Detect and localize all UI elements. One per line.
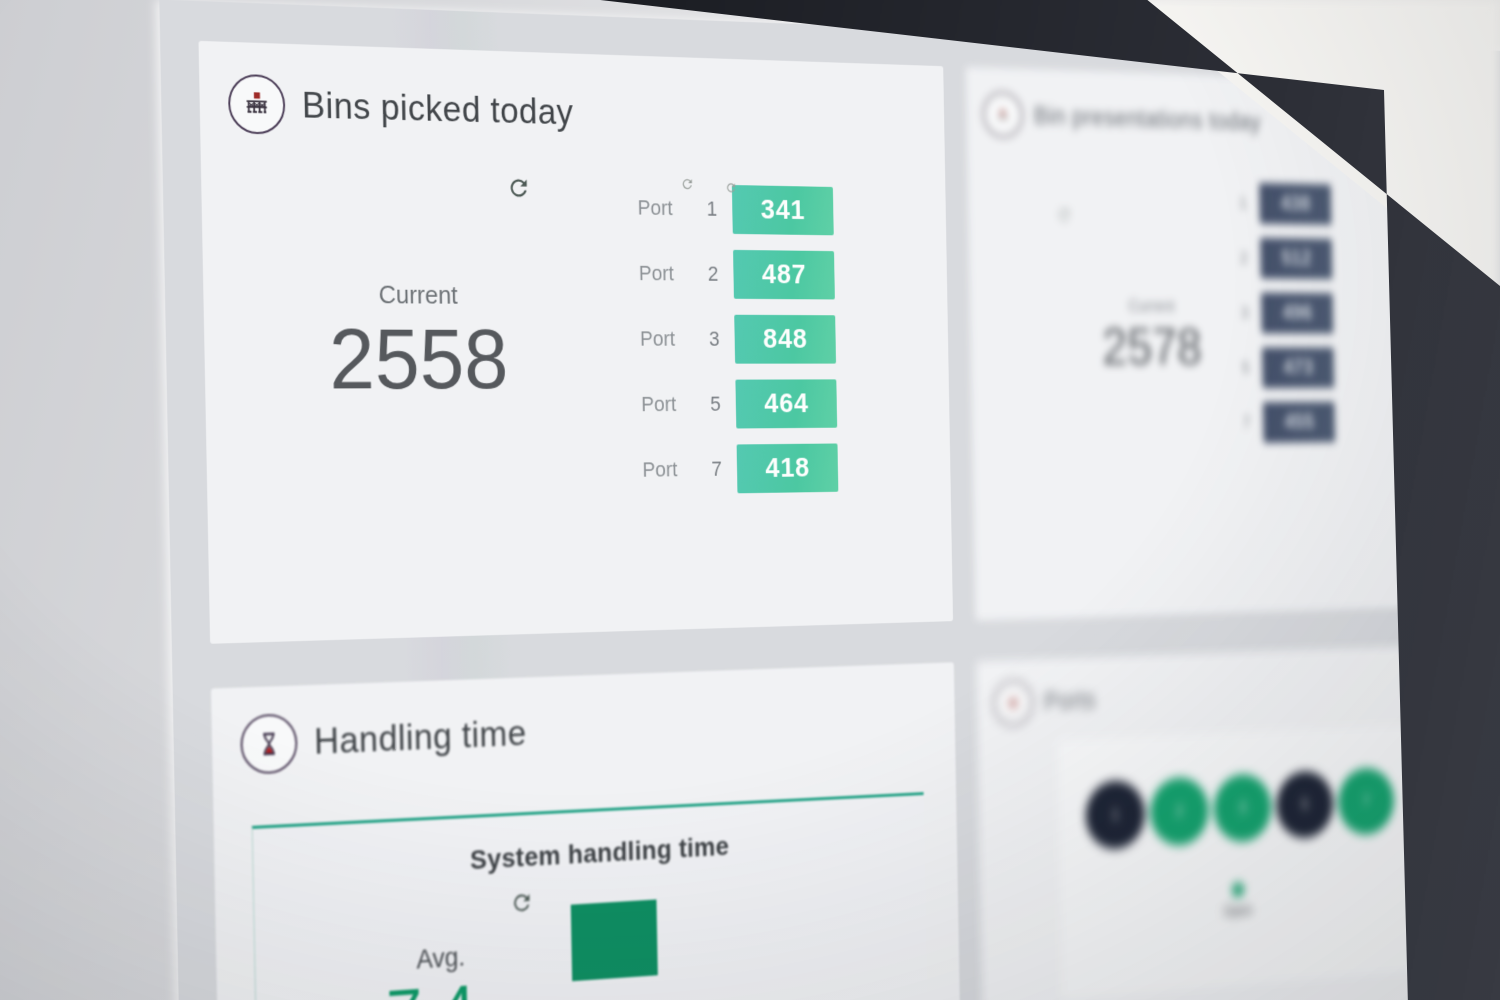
port-status-circles: 1 2 3 5 7 bbox=[1085, 766, 1395, 851]
refresh-icon[interactable] bbox=[1056, 206, 1072, 224]
card-handling-time: Handling time System handling time Avg. … bbox=[210, 662, 966, 1000]
port-value-badge: 473 bbox=[1261, 347, 1335, 389]
port-status-circle[interactable]: 2 bbox=[1149, 776, 1210, 848]
port-number: 7 bbox=[711, 456, 723, 481]
ports-table: Port 1 341 Port 2 487 Port bbox=[637, 178, 839, 511]
current-value: 2578 bbox=[1101, 317, 1203, 377]
port-number: 5 bbox=[709, 391, 721, 416]
port-column-label: Port bbox=[642, 457, 678, 482]
legend-open-dot bbox=[1231, 882, 1244, 898]
port-value-badge: 455 bbox=[1262, 401, 1336, 443]
hourglass-icon bbox=[240, 713, 298, 775]
ports-icon bbox=[992, 679, 1034, 727]
table-row: 5 473 bbox=[1229, 347, 1335, 389]
port-number: 1 bbox=[1238, 193, 1247, 212]
ports-table: 1 438 2 512 3 496 5 473 7 455 bbox=[1226, 182, 1336, 457]
port-value-badge: 438 bbox=[1259, 183, 1332, 225]
refresh-icon[interactable] bbox=[506, 175, 531, 201]
dashboard-screen: Bins picked today Current 2558 Port 1 34… bbox=[159, 0, 1500, 1000]
port-status-circle[interactable]: 5 bbox=[1275, 769, 1334, 840]
legend: Open bbox=[1223, 882, 1253, 921]
legend-open-label: Open bbox=[1223, 903, 1254, 921]
card-bins-picked-today: Bins picked today Current 2558 Port 1 34… bbox=[198, 40, 954, 644]
table-row: Port 2 487 bbox=[638, 249, 835, 300]
handling-time-bar bbox=[570, 899, 658, 982]
current-label: Current bbox=[378, 279, 459, 310]
port-status-circle[interactable]: 7 bbox=[1337, 766, 1395, 837]
table-row: 7 455 bbox=[1230, 401, 1336, 443]
card-title: Handling time bbox=[313, 713, 527, 762]
port-column-label: Port bbox=[637, 195, 673, 220]
port-number: 5 bbox=[1241, 358, 1250, 377]
port-value-badge: 487 bbox=[733, 249, 835, 300]
port-number: 7 bbox=[1242, 413, 1251, 432]
port-number: 2 bbox=[1239, 248, 1248, 267]
port-status-circle[interactable]: 1 bbox=[1085, 779, 1146, 851]
port-value-badge: 464 bbox=[735, 379, 838, 429]
table-row: Port 7 418 bbox=[642, 443, 839, 494]
port-status-circle[interactable]: 3 bbox=[1213, 772, 1272, 844]
port-value-badge: 341 bbox=[731, 184, 834, 236]
port-number: 3 bbox=[1240, 303, 1249, 322]
port-column-label: Port bbox=[641, 392, 677, 416]
table-row: 2 512 bbox=[1227, 237, 1333, 280]
port-value-badge: 418 bbox=[736, 443, 839, 494]
table-row: 1 438 bbox=[1226, 182, 1332, 225]
ports-status-panel: 1 2 3 5 7 Open bbox=[1057, 723, 1425, 998]
chart-title: System handling time bbox=[469, 831, 730, 875]
table-row: Port 1 341 bbox=[637, 178, 834, 236]
port-number: 3 bbox=[708, 326, 720, 351]
system-handling-time-panel: System handling time Avg. 7.4s bbox=[251, 792, 934, 1000]
table-row: Port 5 464 bbox=[641, 379, 838, 429]
table-row: Port 3 848 bbox=[639, 314, 837, 364]
card-title: Ports bbox=[1043, 685, 1097, 715]
port-number: 1 bbox=[706, 196, 718, 221]
port-column-label: Port bbox=[638, 261, 675, 286]
bin-presentations-icon bbox=[982, 91, 1024, 139]
card-title: Bin presentations today bbox=[1033, 101, 1262, 135]
port-value-badge: 496 bbox=[1261, 292, 1334, 334]
card-ports: Ports 1 2 3 5 7 Open bbox=[976, 644, 1458, 1000]
current-value: 2558 bbox=[328, 309, 509, 408]
refresh-icon-small[interactable] bbox=[725, 181, 737, 194]
port-value-badge: 848 bbox=[734, 314, 837, 364]
port-value-badge: 512 bbox=[1260, 237, 1333, 280]
current-label: Current bbox=[1128, 296, 1175, 316]
card-title: Bins picked today bbox=[301, 84, 574, 133]
bins-grid-icon bbox=[227, 73, 286, 135]
table-row: 3 496 bbox=[1228, 292, 1334, 334]
port-number: 2 bbox=[707, 261, 719, 286]
refresh-icon[interactable] bbox=[510, 890, 534, 916]
refresh-icon-small[interactable] bbox=[680, 176, 694, 191]
port-column-label: Port bbox=[639, 326, 676, 351]
